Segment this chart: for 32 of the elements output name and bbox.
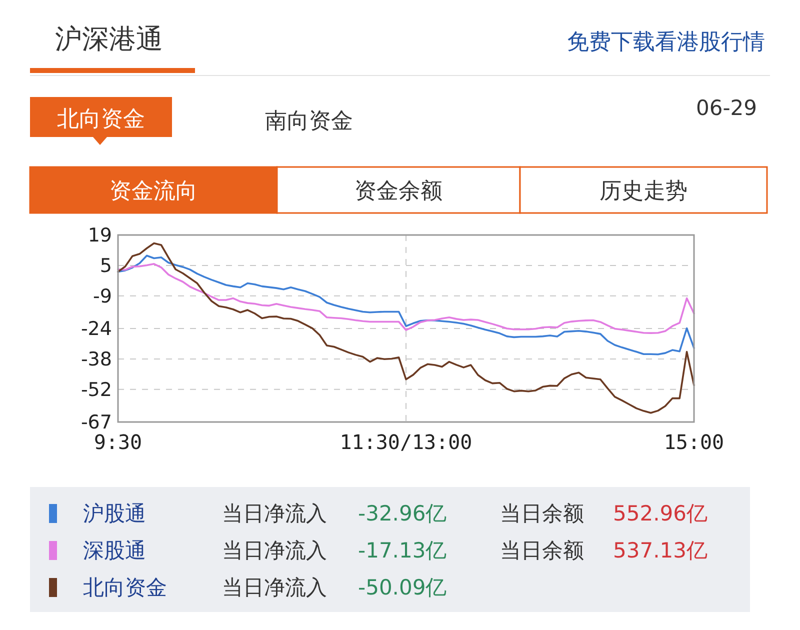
text: 历史走势 xyxy=(600,179,688,204)
chart-title: 沪深港通 xyxy=(55,24,163,55)
text: -17.13亿 xyxy=(358,538,447,562)
y-tick-label: -38 xyxy=(80,348,112,371)
legend-label: 北向资金 xyxy=(83,575,167,600)
y-tick-label: -52 xyxy=(80,379,112,402)
text: -50.09亿 xyxy=(358,575,447,600)
text: 当日余额 xyxy=(500,538,584,562)
text: 552.96亿 xyxy=(613,501,708,526)
text: 南向资金 xyxy=(265,109,353,134)
text: 06-29 xyxy=(696,96,757,120)
legend-label: 深股通 xyxy=(83,538,146,562)
line-series xyxy=(117,263,695,334)
x-tick-label: 11:30/13:00 xyxy=(340,430,472,454)
y-tick-label: 5 xyxy=(100,255,112,278)
text: 北向资金 xyxy=(57,107,145,132)
text: 资金流向 xyxy=(110,179,198,204)
y-tick-label: -24 xyxy=(80,318,112,340)
line-series xyxy=(117,254,695,356)
text: 资金余额 xyxy=(354,179,442,204)
y-tick-label: 19 xyxy=(88,224,112,247)
x-tick-label: 15:00 xyxy=(664,430,724,454)
text: 当日净流入 xyxy=(222,575,327,600)
text: 当日净流入 xyxy=(222,501,327,526)
text: 537.13亿 xyxy=(613,538,708,562)
text: 当日余额 xyxy=(500,501,584,526)
text: -32.96亿 xyxy=(358,501,447,526)
line-series xyxy=(117,242,695,414)
y-tick-label: -9 xyxy=(93,286,112,308)
text: 免费下载看港股行情 xyxy=(567,30,765,55)
legend-label: 沪股通 xyxy=(83,501,146,526)
text: 当日净流入 xyxy=(222,538,327,562)
